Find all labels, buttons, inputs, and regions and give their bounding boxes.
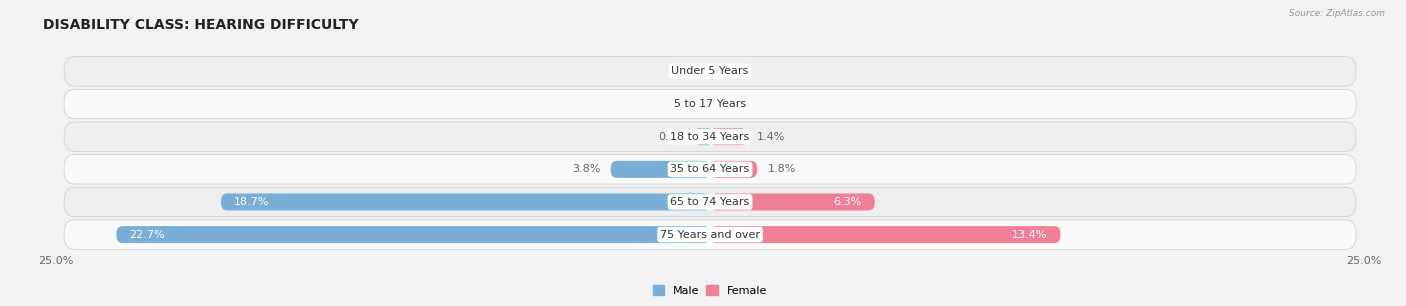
Legend: Male, Female: Male, Female — [648, 281, 772, 300]
Text: 13.4%: 13.4% — [1012, 230, 1047, 240]
FancyBboxPatch shape — [65, 57, 1355, 86]
Text: 5 to 17 Years: 5 to 17 Years — [673, 99, 747, 109]
FancyBboxPatch shape — [610, 161, 710, 178]
Text: 1.8%: 1.8% — [768, 164, 796, 174]
Text: Under 5 Years: Under 5 Years — [672, 66, 748, 76]
Text: 6.3%: 6.3% — [834, 197, 862, 207]
Text: 0.0%: 0.0% — [720, 99, 749, 109]
Text: Source: ZipAtlas.com: Source: ZipAtlas.com — [1289, 9, 1385, 18]
Text: DISABILITY CLASS: HEARING DIFFICULTY: DISABILITY CLASS: HEARING DIFFICULTY — [44, 17, 359, 32]
Text: 0.0%: 0.0% — [671, 66, 700, 76]
FancyBboxPatch shape — [65, 155, 1355, 184]
FancyBboxPatch shape — [710, 128, 747, 145]
Text: 1.4%: 1.4% — [756, 132, 786, 142]
FancyBboxPatch shape — [710, 193, 875, 211]
FancyBboxPatch shape — [710, 161, 756, 178]
Text: 75 Years and over: 75 Years and over — [659, 230, 761, 240]
Text: 0.5%: 0.5% — [658, 132, 686, 142]
FancyBboxPatch shape — [65, 220, 1355, 249]
Text: 18 to 34 Years: 18 to 34 Years — [671, 132, 749, 142]
FancyBboxPatch shape — [221, 193, 710, 211]
FancyBboxPatch shape — [65, 187, 1355, 217]
Text: 22.7%: 22.7% — [129, 230, 165, 240]
Text: 3.8%: 3.8% — [572, 164, 600, 174]
Text: 0.0%: 0.0% — [720, 66, 749, 76]
FancyBboxPatch shape — [65, 89, 1355, 119]
FancyBboxPatch shape — [697, 128, 710, 145]
Text: 18.7%: 18.7% — [233, 197, 270, 207]
Text: 65 to 74 Years: 65 to 74 Years — [671, 197, 749, 207]
FancyBboxPatch shape — [710, 226, 1060, 243]
Text: 35 to 64 Years: 35 to 64 Years — [671, 164, 749, 174]
FancyBboxPatch shape — [65, 122, 1355, 151]
Text: 0.0%: 0.0% — [671, 99, 700, 109]
FancyBboxPatch shape — [117, 226, 710, 243]
